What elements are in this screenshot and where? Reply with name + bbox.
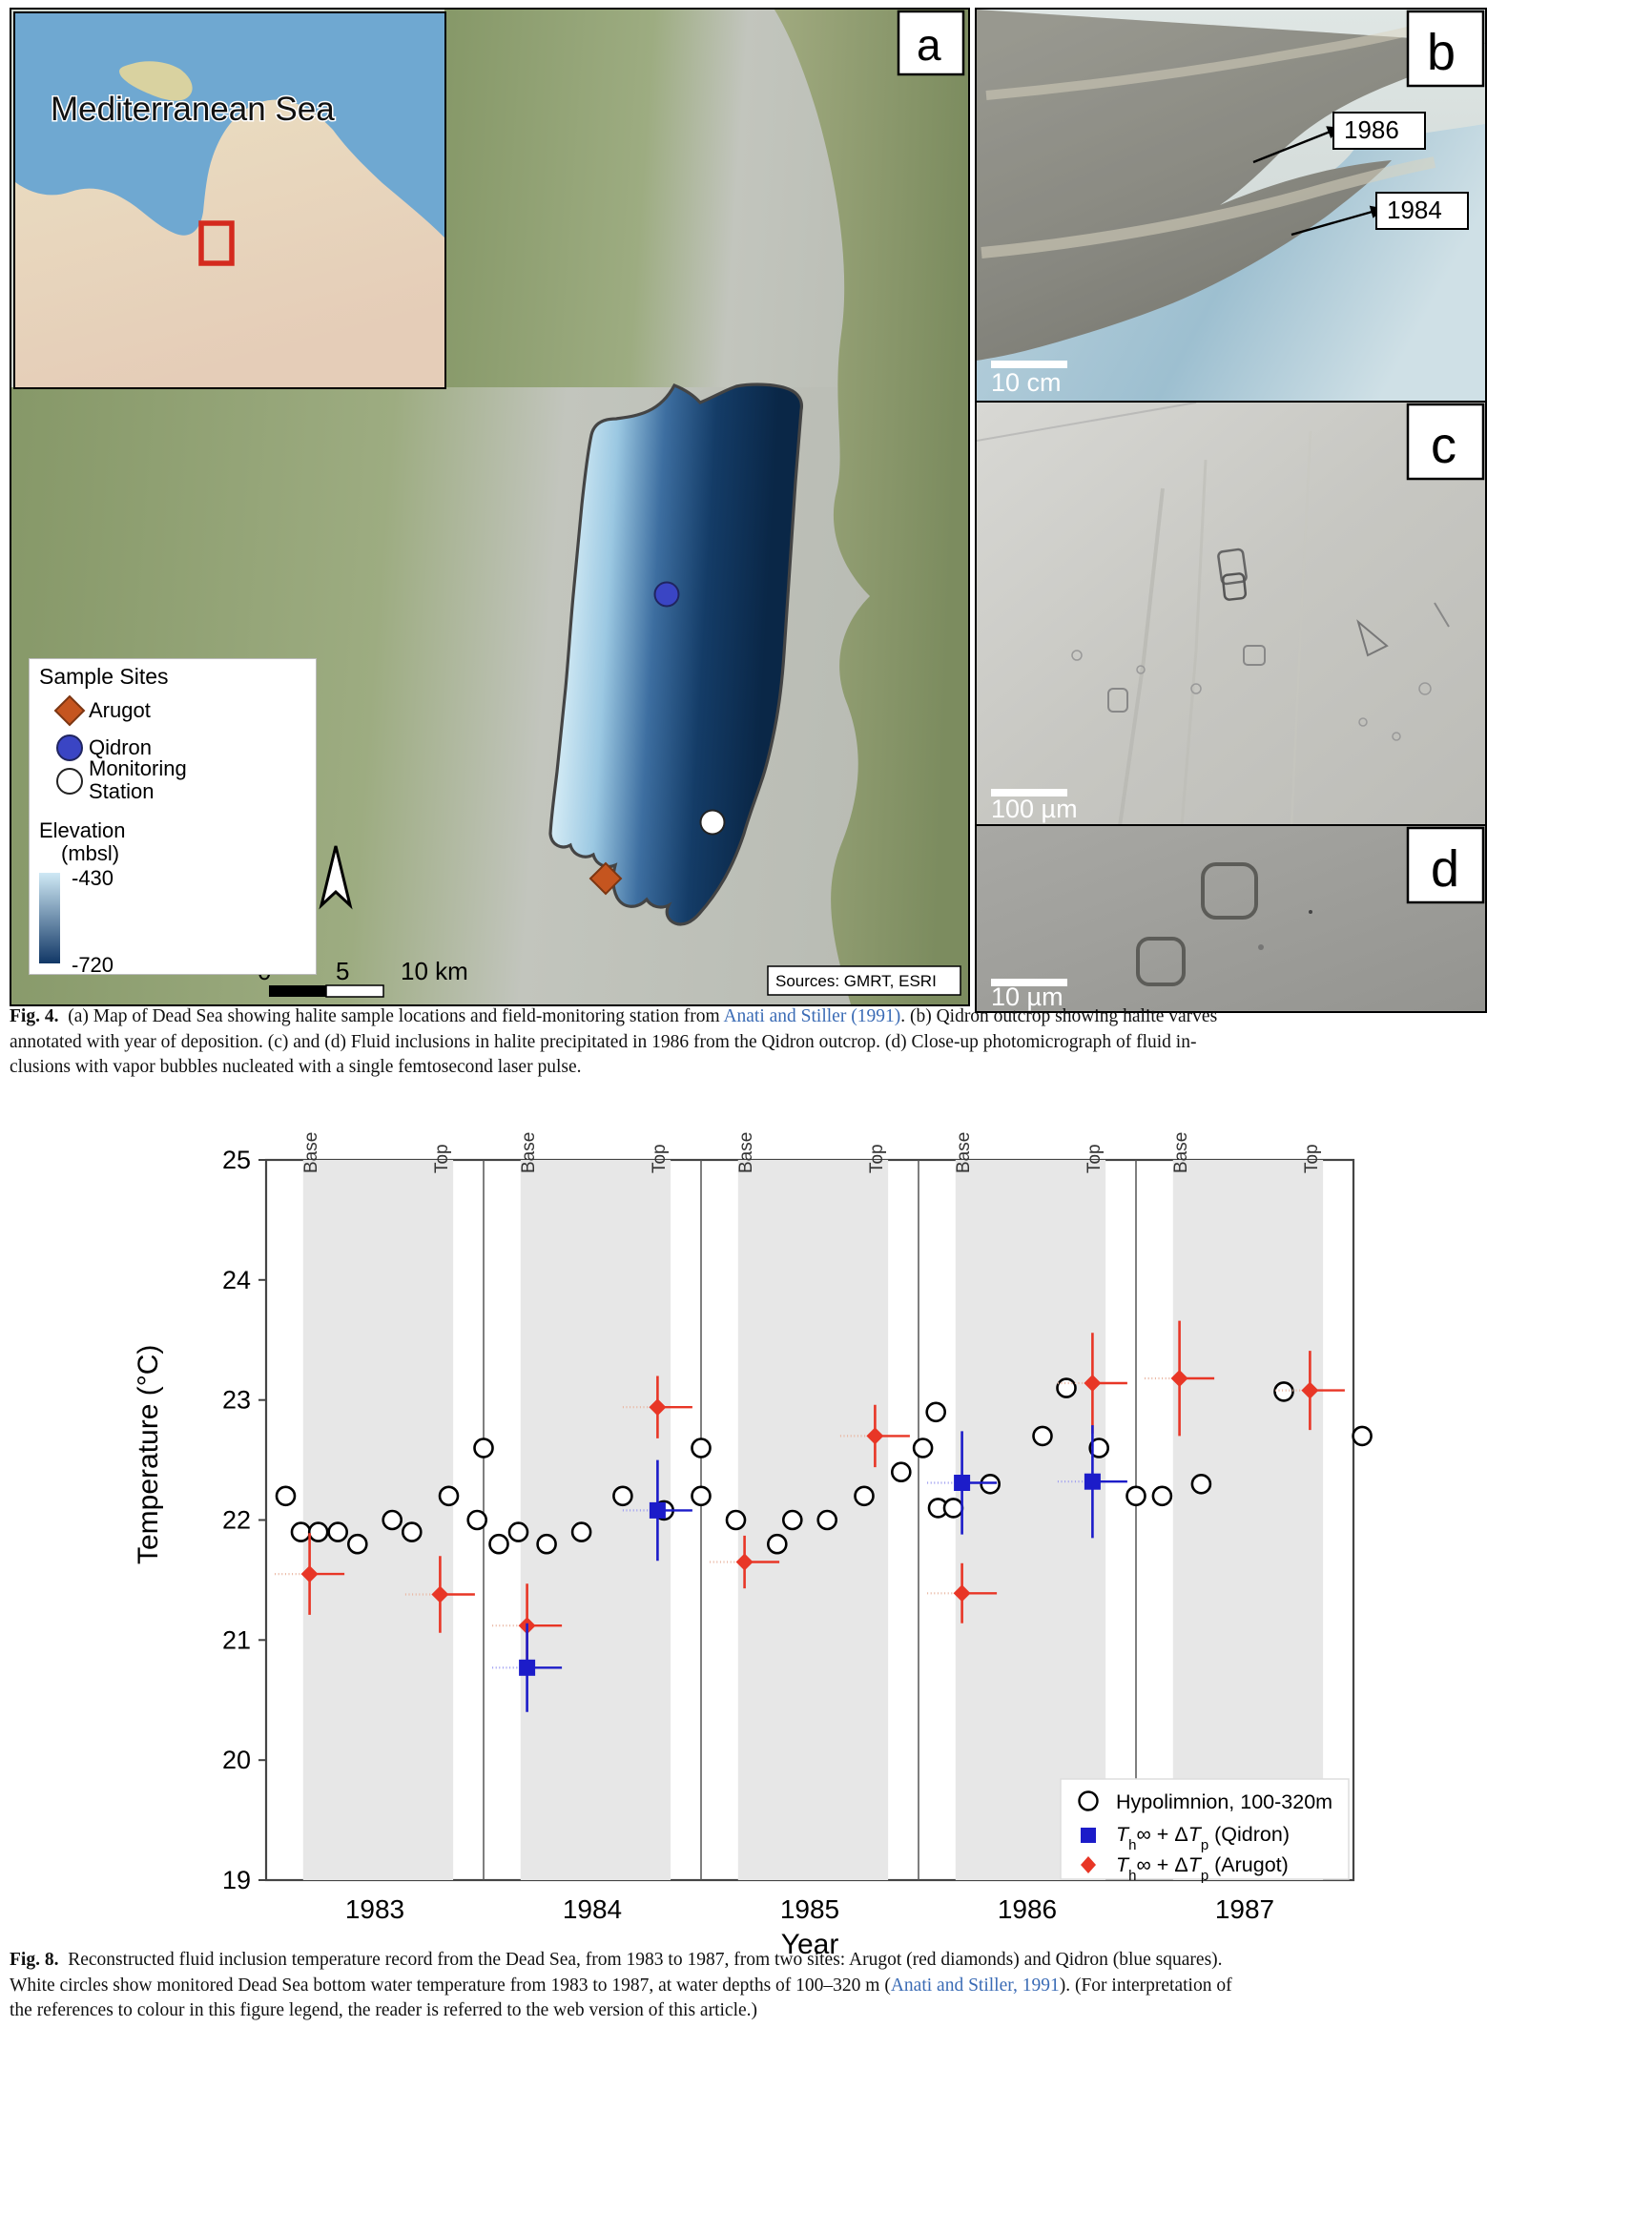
svg-text:25: 25: [222, 1146, 251, 1174]
svg-text:22: 22: [222, 1506, 251, 1535]
svg-text:Top: Top: [1302, 1144, 1322, 1173]
svg-text:23: 23: [222, 1386, 251, 1415]
svg-text:Base: Base: [954, 1132, 974, 1173]
svg-text:Top: Top: [867, 1144, 887, 1173]
svg-text:20: 20: [222, 1746, 251, 1774]
svg-text:21: 21: [222, 1625, 251, 1654]
svg-text:1984: 1984: [563, 1894, 622, 1924]
svg-text:1985: 1985: [780, 1894, 839, 1924]
svg-text:1987: 1987: [1215, 1894, 1274, 1924]
svg-text:Temperature (°C): Temperature (°C): [133, 1345, 164, 1564]
svg-text:19: 19: [222, 1866, 251, 1894]
svg-text:Hypolimnion, 100-320m: Hypolimnion, 100-320m: [1116, 1790, 1332, 1813]
svg-text:1983: 1983: [345, 1894, 404, 1924]
svg-text:Base: Base: [1171, 1132, 1191, 1173]
svg-text:Base: Base: [519, 1132, 539, 1173]
svg-text:Top: Top: [650, 1144, 670, 1173]
svg-text:Top: Top: [432, 1144, 452, 1173]
svg-text:Top: Top: [1084, 1144, 1105, 1173]
svg-text:1986: 1986: [998, 1894, 1057, 1924]
svg-text:24: 24: [222, 1266, 251, 1294]
svg-text:Base: Base: [736, 1132, 756, 1173]
svg-text:Base: Base: [301, 1132, 321, 1173]
